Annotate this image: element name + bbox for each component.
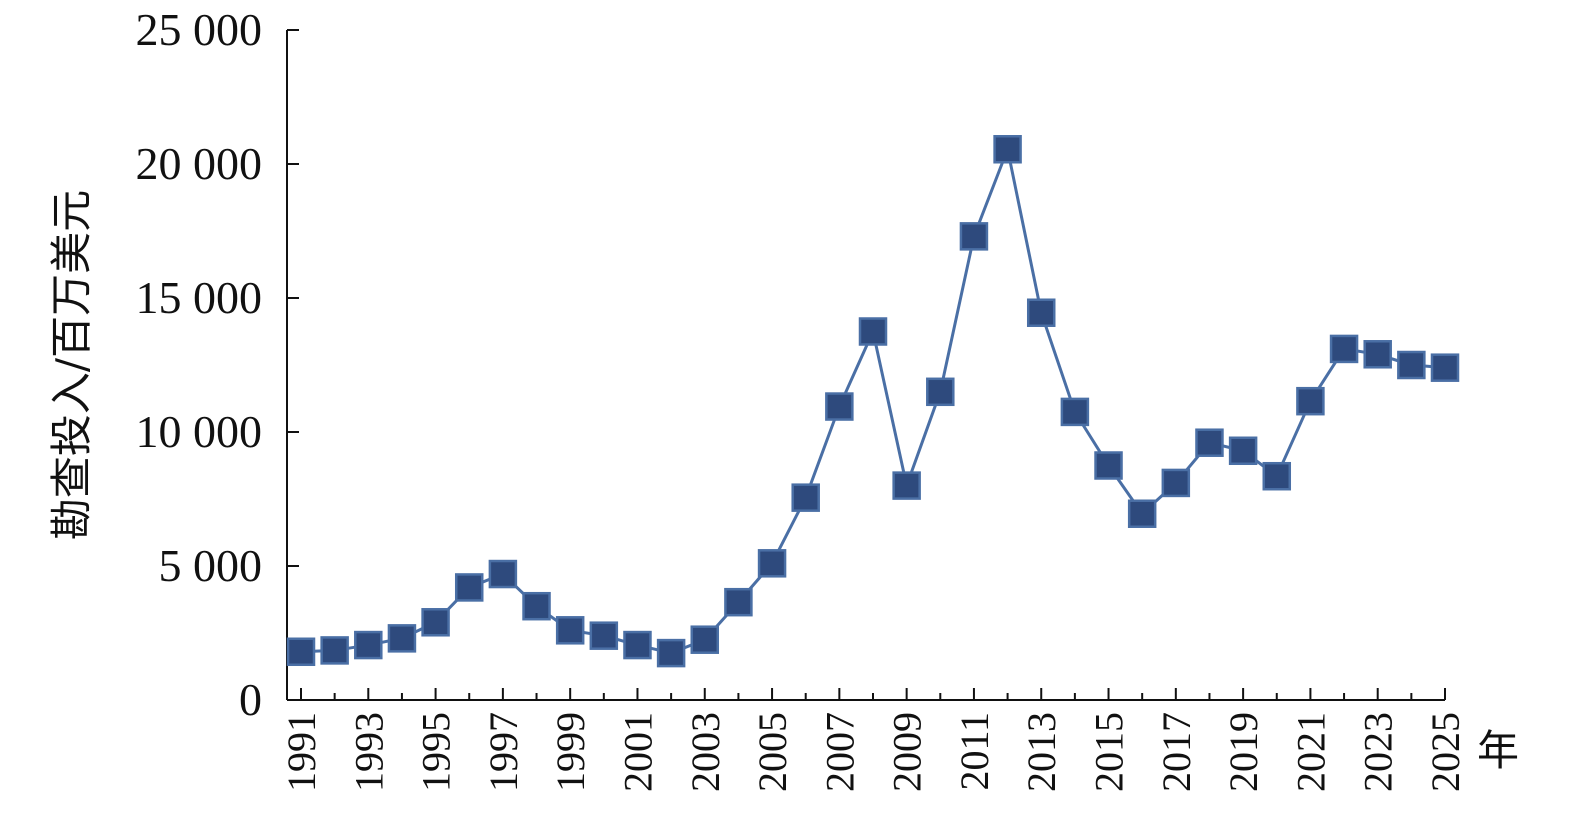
- data-point-marker: [1026, 298, 1056, 327]
- x-tick-label: 2015: [1087, 712, 1132, 792]
- x-tick-label: 2017: [1154, 712, 1199, 792]
- x-tick-label: 2025: [1423, 712, 1468, 792]
- x-tick-label: 2021: [1288, 712, 1333, 792]
- data-point-marker: [757, 549, 787, 578]
- x-tick-label: 2013: [1019, 712, 1064, 792]
- data-point-marker: [724, 587, 753, 617]
- x-axis-title: 年: [1477, 726, 1519, 775]
- x-tick-label: 1991: [279, 712, 324, 792]
- data-point-marker: [387, 624, 417, 653]
- y-axis: 0 5 000 10 000 15 000 20 000 25 000: [136, 4, 299, 725]
- data-point-marker: [1094, 451, 1123, 480]
- x-tick-label: 2019: [1221, 712, 1266, 792]
- x-tick-label: 2005: [750, 712, 795, 792]
- x-tick-label: 2007: [817, 712, 862, 792]
- y-tick-label: 15 000: [136, 272, 263, 323]
- x-tick-label: 1999: [548, 712, 593, 792]
- x-axis: 1991 1993 1995 1997 1999 2001 2003 2005 2007 2009…: [279, 688, 1468, 792]
- data-point-marker: [825, 392, 854, 421]
- data-point-marker: [858, 317, 888, 346]
- y-tick-label: 20 000: [136, 138, 263, 189]
- x-tick-label: 1997: [481, 712, 526, 792]
- x-tick-label: 2009: [885, 712, 930, 792]
- data-point-marker: [623, 630, 652, 660]
- data-point-marker: [1228, 436, 1258, 466]
- data-point-marker: [286, 637, 316, 667]
- data-point-marker: [1363, 340, 1392, 369]
- data-point-marker: [1397, 350, 1426, 380]
- y-axis-title: 勘查投入/百万美元: [47, 190, 96, 540]
- y-tick-label: 25 000: [136, 4, 263, 55]
- data-point-marker: [354, 630, 383, 660]
- data-point-marker: [690, 625, 720, 654]
- x-tick-label: 2023: [1356, 712, 1401, 792]
- data-point-marker: [993, 135, 1022, 164]
- data-point-marker: [656, 638, 686, 668]
- data-point-marker: [892, 471, 921, 500]
- data-point-marker: [1430, 353, 1460, 382]
- data-point-marker: [1296, 386, 1325, 416]
- x-tick-label: 1993: [346, 712, 391, 792]
- y-tick-label: 5 000: [159, 540, 263, 591]
- x-tick-label: 2003: [683, 712, 728, 792]
- data-point-marker: [522, 591, 551, 621]
- x-tick-label: 2011: [952, 712, 997, 791]
- data-point-marker: [791, 483, 820, 512]
- y-tick-label: 0: [239, 674, 262, 725]
- x-tick-label: 2001: [615, 712, 660, 792]
- data-point-marker: [1161, 468, 1191, 498]
- series-group: [286, 135, 1460, 668]
- data-point-marker: [488, 559, 518, 589]
- data-point-marker: [320, 636, 349, 665]
- y-ticks: 0 5 000 10 000 15 000 20 000 25 000: [136, 4, 299, 725]
- data-point-marker: [1329, 334, 1359, 364]
- data-point-marker: [555, 616, 585, 645]
- y-tick-label: 10 000: [136, 406, 263, 457]
- data-point-marker: [589, 621, 619, 650]
- data-point-marker: [959, 222, 989, 251]
- x-tick-label: 1995: [414, 712, 459, 792]
- data-point-marker: [454, 573, 484, 602]
- x-ticks: 1991 1993 1995 1997 1999 2001 2003 2005 2007 2009…: [279, 688, 1468, 792]
- data-point-marker: [926, 377, 955, 407]
- data-point-marker: [1262, 461, 1292, 491]
- data-point-marker: [421, 608, 450, 637]
- data-point-marker: [1195, 428, 1224, 457]
- data-point-marker: [1127, 499, 1157, 528]
- data-point-marker: [1060, 397, 1090, 427]
